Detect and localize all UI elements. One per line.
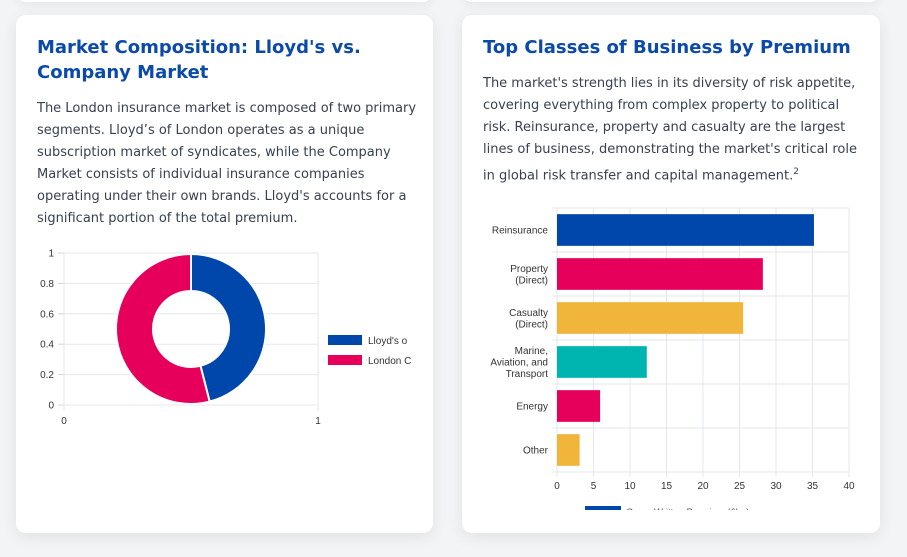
category-label-line: Energy [516, 402, 548, 413]
doughnut-chart: 0 0.2 0.4 0.6 0.8 1 0 1 Lloyd's o London C [40, 249, 411, 428]
bar [557, 346, 647, 378]
top-classes-card: Top Classes of Business by Premium The m… [462, 15, 880, 533]
category-label: Other [523, 446, 549, 457]
category-label: Reinsurance [492, 226, 549, 237]
market-composition-card: Market Composition: Lloyd's vs. Company … [16, 15, 433, 533]
category-label-line: Reinsurance [492, 226, 549, 237]
bar [557, 390, 601, 422]
legend-label: Lloyd's o [368, 336, 408, 347]
previous-card-edge [462, 0, 880, 2]
legend: Lloyd's o London C [328, 335, 411, 367]
x-tick-label: 0 [554, 481, 560, 492]
category-label-line: Aviation, and [490, 358, 548, 369]
x-tick-label: 20 [697, 481, 709, 492]
card-title: Market Composition: Lloyd's vs. Company … [37, 37, 361, 83]
y-tick-label: 0.2 [40, 370, 54, 381]
x-tick-label: 40 [843, 481, 855, 492]
y-tick-label: 0 [48, 401, 54, 412]
card-title: Top Classes of Business by Premium [483, 37, 851, 58]
category-label-line: Property [510, 264, 548, 275]
card-description: The London insurance market is composed … [37, 101, 417, 226]
legend-label: Gross Written Premium (£bn) [626, 507, 749, 510]
legend-label: London C [368, 356, 411, 367]
x-tick-label: 25 [734, 481, 746, 492]
category-label-line: Marine, [515, 346, 548, 357]
card-description: The market's strength lies in its divers… [483, 73, 863, 187]
y-tick-label: 0.4 [40, 340, 54, 351]
bar [557, 214, 814, 246]
x-tick-label: 15 [661, 481, 673, 492]
y-tick-label: 0.8 [40, 279, 54, 290]
footnote-marker: 2 [793, 167, 799, 177]
previous-card-edge [16, 0, 433, 2]
category-label-line: (Direct) [515, 275, 548, 286]
category-label: Property (Direct) [510, 264, 548, 287]
x-tick-label: 10 [624, 481, 636, 492]
legend-swatch [585, 506, 621, 510]
x-tick-label: 35 [807, 481, 819, 492]
x-tick-label: 0 [61, 416, 67, 427]
description-text: The market's strength lies in its divers… [483, 76, 857, 184]
category-label: Marine, Aviation, and Transport [490, 346, 548, 380]
x-tick-label: 5 [591, 481, 597, 492]
bar [557, 258, 763, 290]
category-label-line: Transport [506, 369, 549, 380]
x-tick-label: 30 [770, 481, 782, 492]
category-label: Casualty (Direct) [509, 308, 548, 331]
category-label-line: Other [523, 446, 549, 457]
bar [557, 302, 744, 334]
bar [557, 434, 580, 466]
category-label-line: Casualty [509, 308, 548, 319]
doughnut-slice [190, 252, 267, 403]
y-tick-label: 0.6 [40, 309, 54, 320]
doughnut-slice [115, 252, 211, 405]
legend-swatch [328, 335, 362, 345]
legend-swatch [328, 355, 362, 365]
category-label-line: (Direct) [515, 319, 548, 330]
x-tick-label: 1 [315, 416, 321, 427]
y-tick-label: 1 [48, 249, 54, 260]
category-label: Energy [516, 402, 548, 413]
